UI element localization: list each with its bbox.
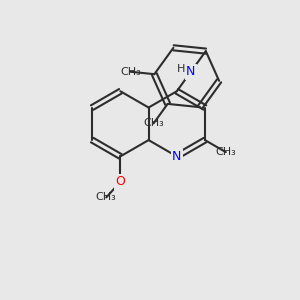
Text: CH₃: CH₃ [215,147,236,157]
Text: O: O [116,175,125,188]
Text: CH₃: CH₃ [120,67,141,77]
Text: N: N [186,65,196,78]
Text: CH₃: CH₃ [96,192,117,203]
Text: H: H [177,64,185,74]
Text: CH₃: CH₃ [143,118,164,128]
Text: N: N [172,150,182,163]
